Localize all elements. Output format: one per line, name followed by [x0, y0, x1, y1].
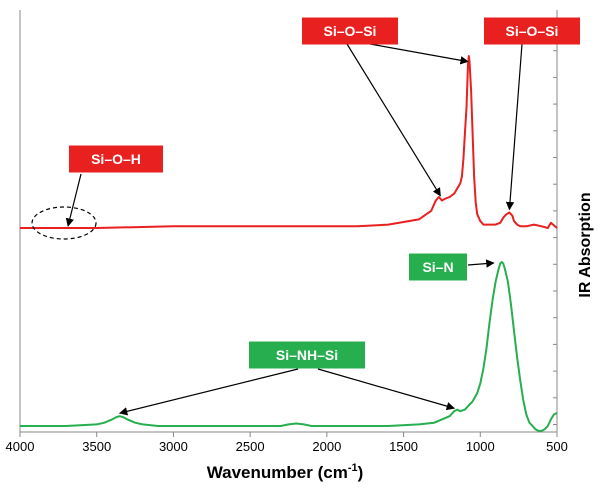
x-tick-label: 2000 — [312, 439, 341, 454]
annotation-label-box — [484, 17, 580, 45]
x-tick-label: 1000 — [466, 439, 495, 454]
x-tick-label: 1500 — [389, 439, 418, 454]
x-tick-label: 4000 — [6, 439, 35, 454]
x-tick-label: 2500 — [236, 439, 265, 454]
annotation-layer: Si–O–H Si–O–Si Si–O–Si Si–N Si–NH–Si — [31, 17, 580, 416]
annotation-label: Si–O–H — [91, 151, 141, 167]
annotation-arrow — [369, 43, 469, 65]
annotation-label-box — [69, 145, 163, 173]
annotation-arrow — [118, 368, 299, 416]
series-line-1 — [20, 55, 558, 229]
x-tick-label: 3500 — [82, 439, 111, 454]
annotation-label-box — [249, 341, 365, 369]
x-axis-title: Wavenumber (cm-1) — [207, 462, 364, 482]
x-tick-label: 3000 — [159, 439, 188, 454]
highlight-ellipse — [31, 206, 97, 240]
series-line-2 — [20, 261, 558, 432]
y-axis-title: IR Absorption — [577, 192, 594, 297]
x-axis-title-end: ) — [358, 463, 364, 482]
annotation-label-box — [302, 17, 398, 45]
annotation-label: Si–O–Si — [324, 23, 377, 39]
plot-area — [19, 10, 558, 433]
annotation-label: Si–NH–Si — [276, 347, 338, 363]
annotation-label: Si–N — [422, 259, 453, 275]
x-tick-label: 500 — [546, 439, 568, 454]
series-layer — [20, 55, 558, 432]
x-axis-title-main: Wavenumber (cm — [207, 463, 348, 482]
annotation-label: Si–O–Si — [506, 23, 559, 39]
annotation-label-box — [409, 253, 467, 281]
annotation-arrow — [65, 173, 82, 227]
annotation-arrow — [467, 259, 495, 268]
x-axis-title-sup: -1 — [348, 462, 358, 474]
annotation-arrow — [505, 43, 523, 211]
annotation-arrow — [317, 368, 456, 411]
annotation-arrow — [346, 43, 441, 197]
x-axis-ticks: 4000 3500 3000 2500 2000 1500 1000 500 — [6, 432, 568, 454]
